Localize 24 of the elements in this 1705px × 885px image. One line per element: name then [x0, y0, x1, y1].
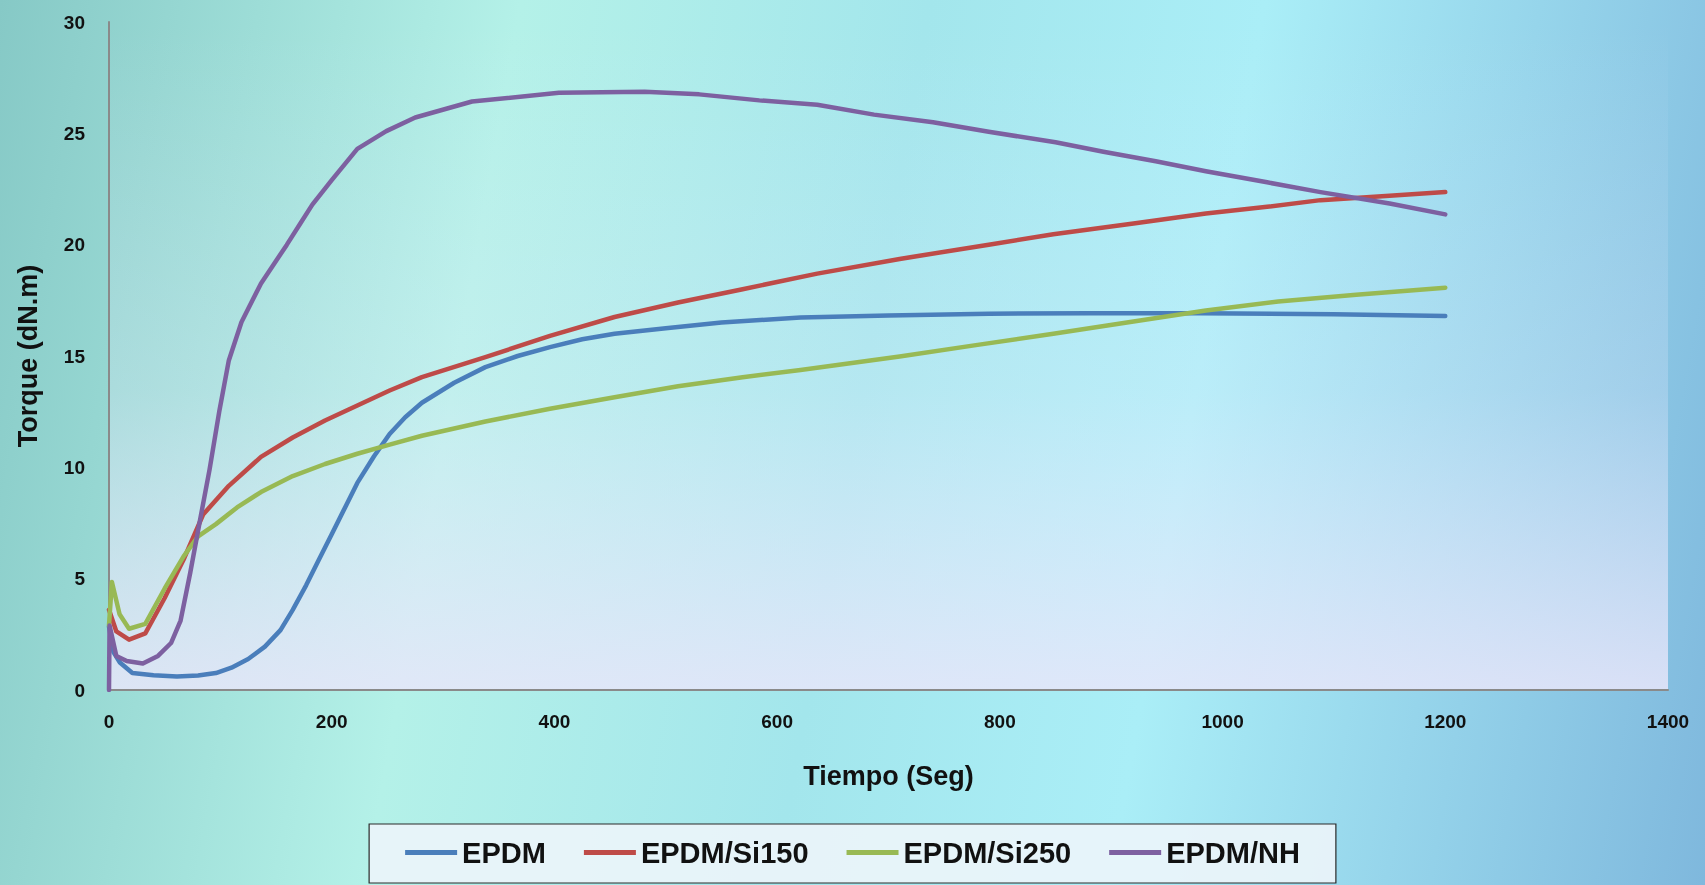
x-tick-label: 200 [315, 711, 348, 732]
line-series [106, 89, 1448, 693]
y-axis-title: Torque (dN.m) [12, 264, 43, 448]
line-series [106, 285, 1448, 632]
x-axis-title: Tiempo (Seg) [803, 760, 974, 791]
legend-label: EPDM/Si250 [903, 836, 1072, 869]
x-tick-label: 400 [538, 711, 571, 732]
x-tick-label: 0 [103, 711, 115, 732]
x-tick-label: 1000 [1201, 711, 1244, 732]
y-tick-label: 10 [63, 456, 85, 478]
x-tick-label: 600 [761, 711, 793, 732]
y-tick-label: 0 [74, 679, 85, 701]
legend-label: EPDM/NH [1166, 836, 1300, 869]
legend-label: EPDM/Si150 [640, 836, 809, 869]
x-tick-label: 1200 [1424, 711, 1467, 732]
y-tick-label: 20 [63, 234, 85, 256]
y-tick-label: 15 [63, 345, 86, 367]
x-tick-label: 800 [984, 711, 1016, 732]
legend-label: EPDM [462, 836, 546, 869]
line-series [106, 189, 1448, 642]
y-tick-label: 25 [63, 122, 86, 144]
y-tick-label: 30 [63, 11, 85, 33]
y-tick-label: 5 [74, 568, 86, 590]
x-tick-label: 1400 [1646, 711, 1690, 732]
